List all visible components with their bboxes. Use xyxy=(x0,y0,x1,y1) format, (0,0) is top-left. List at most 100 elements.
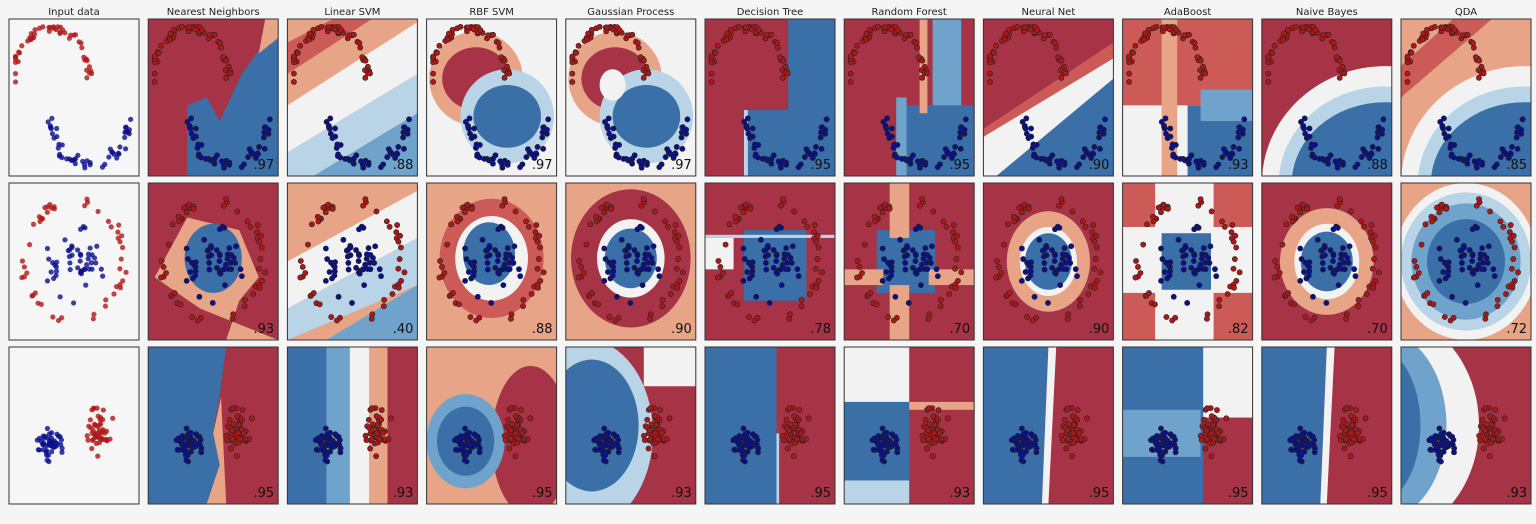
data-point xyxy=(641,58,646,63)
data-point xyxy=(500,203,505,208)
data-point xyxy=(802,219,807,224)
data-point xyxy=(1182,33,1187,38)
data-point xyxy=(987,71,992,76)
data-point xyxy=(1370,144,1375,149)
data-point xyxy=(1487,454,1492,459)
data-point xyxy=(249,416,254,421)
data-point xyxy=(379,407,384,412)
data-point xyxy=(84,262,89,267)
data-point xyxy=(338,155,343,160)
data-point xyxy=(378,165,383,170)
classifier-panel: .97 xyxy=(148,19,278,176)
data-point xyxy=(1362,149,1367,154)
data-point xyxy=(1376,270,1381,275)
data-point xyxy=(1204,437,1209,442)
data-point xyxy=(619,237,624,242)
data-point xyxy=(454,214,459,219)
data-point xyxy=(625,33,630,38)
data-point xyxy=(202,237,207,242)
data-point xyxy=(1437,210,1442,215)
data-point xyxy=(37,219,42,224)
column-title: RBF SVM xyxy=(469,7,514,18)
data-point xyxy=(91,428,96,433)
data-point xyxy=(1356,297,1361,302)
data-point xyxy=(116,222,121,227)
data-point xyxy=(1080,219,1085,224)
data-point xyxy=(1015,24,1020,29)
data-point xyxy=(941,154,946,159)
data-point xyxy=(1459,260,1464,265)
data-point xyxy=(642,256,647,261)
data-point xyxy=(86,256,91,261)
accuracy-score: .95 xyxy=(950,158,971,173)
data-point xyxy=(1210,430,1215,435)
data-point xyxy=(1038,156,1043,161)
data-point xyxy=(332,126,337,131)
data-point xyxy=(658,407,663,412)
data-point xyxy=(230,428,235,433)
data-point xyxy=(323,426,328,431)
data-point xyxy=(258,256,263,261)
data-point xyxy=(398,245,403,250)
data-point xyxy=(31,222,36,227)
data-point xyxy=(934,436,939,441)
data-point xyxy=(1465,32,1470,37)
data-point xyxy=(1320,260,1325,265)
data-point xyxy=(937,430,942,435)
data-point xyxy=(389,416,394,421)
data-point xyxy=(1444,206,1449,211)
data-point xyxy=(639,225,644,230)
data-point xyxy=(1002,37,1007,42)
data-point xyxy=(891,318,896,323)
data-point xyxy=(729,290,734,295)
data-point xyxy=(82,203,87,208)
data-point xyxy=(524,154,529,159)
data-point xyxy=(884,269,889,274)
data-point xyxy=(1346,260,1351,265)
data-point xyxy=(609,206,614,211)
data-point xyxy=(953,285,958,290)
data-point xyxy=(462,210,467,215)
data-point xyxy=(765,253,770,258)
data-point xyxy=(660,304,665,309)
data-point xyxy=(53,440,58,445)
data-point xyxy=(1167,440,1172,445)
data-point xyxy=(1321,33,1326,38)
data-point xyxy=(886,276,891,281)
data-point xyxy=(1485,260,1490,265)
data-point xyxy=(502,58,507,63)
data-point xyxy=(35,438,40,443)
data-point xyxy=(1480,162,1485,167)
data-point xyxy=(1047,156,1052,161)
data-point xyxy=(791,454,796,459)
data-point xyxy=(709,79,714,84)
data-point xyxy=(1275,264,1280,269)
data-point xyxy=(390,291,395,296)
data-point xyxy=(1481,71,1486,76)
data-point xyxy=(796,165,801,170)
data-point xyxy=(248,224,253,229)
data-point xyxy=(49,430,54,435)
data-point xyxy=(485,267,490,272)
data-point xyxy=(1342,71,1347,76)
data-point xyxy=(1206,255,1211,260)
data-point xyxy=(402,270,407,275)
data-point xyxy=(456,302,461,307)
data-point xyxy=(1181,267,1186,272)
data-point xyxy=(1210,422,1215,427)
data-point xyxy=(197,294,202,299)
data-point xyxy=(59,437,64,442)
classifier-panel: .93 xyxy=(148,183,278,340)
data-point xyxy=(1032,294,1037,299)
data-point xyxy=(109,224,114,229)
data-point xyxy=(585,37,590,42)
data-point xyxy=(760,156,765,161)
data-point xyxy=(520,430,525,435)
data-point xyxy=(1478,256,1483,261)
data-point xyxy=(1100,129,1105,134)
data-point xyxy=(1033,437,1038,442)
data-point xyxy=(336,294,341,299)
data-point xyxy=(1483,437,1488,442)
data-point xyxy=(621,156,626,161)
data-point xyxy=(1441,435,1446,440)
